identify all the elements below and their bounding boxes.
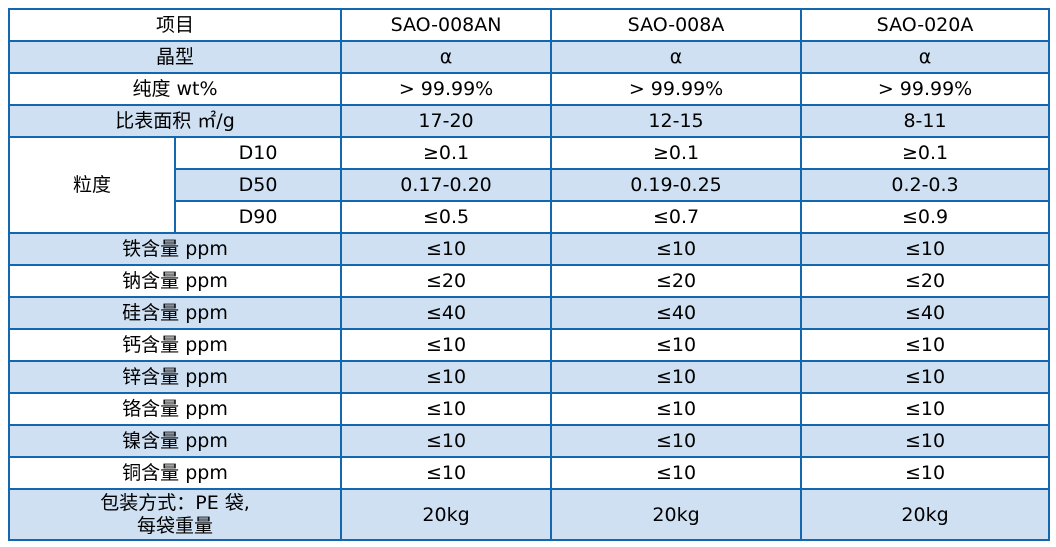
table-row: 纯度 wt% > 99.99% > 99.99% > 99.99% [7, 72, 1051, 106]
cell-value: ≥0.1 [340, 136, 553, 170]
row-label-calcium-content: 钙含量 ppm [7, 328, 343, 362]
cell-value: ≤10 [340, 360, 553, 394]
packaging-label-line1: 包装方式：PE 袋, [100, 491, 250, 514]
sub-row-label-d90: D90 [173, 200, 343, 234]
cell-value: ≤10 [340, 424, 553, 458]
cell-value: ≤10 [800, 456, 1051, 490]
cell-value: ≤20 [340, 264, 553, 298]
cell-value: ≤10 [340, 232, 553, 266]
table-row: 锌含量 ppm ≤10 ≤10 ≤10 [7, 360, 1051, 394]
cell-value: α [800, 40, 1051, 74]
cell-value: ≤40 [550, 296, 803, 330]
cell-value: > 99.99% [550, 72, 803, 106]
table-row: 粒度 D10 ≥0.1 ≥0.1 ≥0.1 [8, 136, 1051, 234]
cell-value: 0.17-0.20 [340, 168, 553, 202]
cell-value: ≤10 [340, 392, 553, 426]
row-label-nickel-content: 镍含量 ppm [7, 424, 343, 458]
header-item-label: 项目 [7, 8, 343, 42]
cell-value: ≤0.7 [550, 200, 803, 234]
cell-value: ≤10 [550, 360, 803, 394]
row-label-silicon-content: 硅含量 ppm [7, 296, 343, 330]
cell-value: ≤10 [800, 328, 1051, 362]
cell-value: ≤10 [800, 360, 1051, 394]
product-spec-table: 项目 SAO-008AN SAO-008A SAO-020A 晶型 α α α … [7, 8, 1051, 541]
cell-value: ≤20 [550, 264, 803, 298]
row-label-chromium-content: 铬含量 ppm [7, 392, 343, 426]
cell-value: α [550, 40, 803, 74]
cell-value: 0.2-0.3 [800, 168, 1051, 202]
product-column-header: SAO-020A [800, 8, 1051, 42]
cell-value: ≥0.1 [800, 136, 1051, 170]
packaging-label-line2: 每袋重量 [137, 514, 214, 537]
cell-value: ≤40 [340, 296, 553, 330]
cell-value: ≤10 [550, 392, 803, 426]
cell-value: ≥0.1 [550, 136, 803, 170]
cell-value: 17-20 [340, 104, 553, 138]
table-row: 铬含量 ppm ≤10 ≤10 ≤10 [7, 392, 1051, 426]
table-row: 镍含量 ppm ≤10 ≤10 ≤10 [7, 424, 1051, 458]
table-row: 比表面积 ㎡/g 17-20 12-15 8-11 [7, 104, 1051, 138]
row-label-sodium-content: 钠含量 ppm [7, 264, 343, 298]
cell-value: 8-11 [800, 104, 1051, 138]
cell-value: ≤10 [800, 424, 1051, 458]
table-row: 铜含量 ppm ≤10 ≤10 ≤10 [7, 456, 1051, 490]
cell-value: ≤20 [800, 264, 1051, 298]
table-header-row: 项目 SAO-008AN SAO-008A SAO-020A [7, 8, 1051, 42]
row-label-zinc-content: 锌含量 ppm [7, 360, 343, 394]
table-row: D50 0.17-0.20 0.19-0.25 0.2-0.3 [9, 168, 1051, 202]
cell-value: ≤10 [340, 456, 553, 490]
row-label-copper-content: 铜含量 ppm [7, 456, 343, 490]
cell-value: ≤10 [800, 232, 1051, 266]
cell-value: ≤10 [550, 424, 803, 458]
cell-value: α [340, 40, 553, 74]
table-row: 钠含量 ppm ≤20 ≤20 ≤20 [7, 264, 1051, 298]
cell-value: > 99.99% [340, 72, 553, 106]
table-row-packaging: 包装方式：PE 袋, 每袋重量 20kg 20kg 20kg [7, 488, 1051, 541]
cell-value: > 99.99% [800, 72, 1051, 106]
product-column-header: SAO-008AN [340, 8, 553, 42]
cell-value: 20kg [340, 488, 553, 541]
table-row: 钙含量 ppm ≤10 ≤10 ≤10 [7, 328, 1051, 362]
sub-row-label-d50: D50 [173, 168, 343, 202]
cell-value: 20kg [550, 488, 803, 541]
row-label-crystal-form: 晶型 [7, 40, 343, 74]
cell-value: ≤0.5 [340, 200, 553, 234]
cell-value: 12-15 [550, 104, 803, 138]
cell-value: ≤10 [340, 328, 553, 362]
cell-value: ≤10 [550, 232, 803, 266]
row-label-iron-content: 铁含量 ppm [7, 232, 343, 266]
cell-value: ≤40 [800, 296, 1051, 330]
cell-value: ≤10 [800, 392, 1051, 426]
group-label-particle-size: 粒度 [8, 136, 176, 234]
row-label-surface-area: 比表面积 ㎡/g [7, 104, 343, 138]
row-label-purity: 纯度 wt% [7, 72, 343, 106]
table-row: 晶型 α α α [7, 40, 1051, 74]
cell-value: 0.19-0.25 [550, 168, 803, 202]
row-label-packaging: 包装方式：PE 袋, 每袋重量 [7, 488, 343, 541]
cell-value: ≤10 [550, 456, 803, 490]
table-row: 铁含量 ppm ≤10 ≤10 ≤10 [7, 232, 1051, 266]
table-row: D90 ≤0.5 ≤0.7 ≤0.9 [9, 200, 1051, 234]
sub-row-label-d10: D10 [173, 136, 343, 170]
product-column-header: SAO-008A [550, 8, 803, 42]
cell-value: ≤0.9 [800, 200, 1051, 234]
table-row: 硅含量 ppm ≤40 ≤40 ≤40 [7, 296, 1051, 330]
cell-value: 20kg [800, 488, 1051, 541]
cell-value: ≤10 [550, 328, 803, 362]
